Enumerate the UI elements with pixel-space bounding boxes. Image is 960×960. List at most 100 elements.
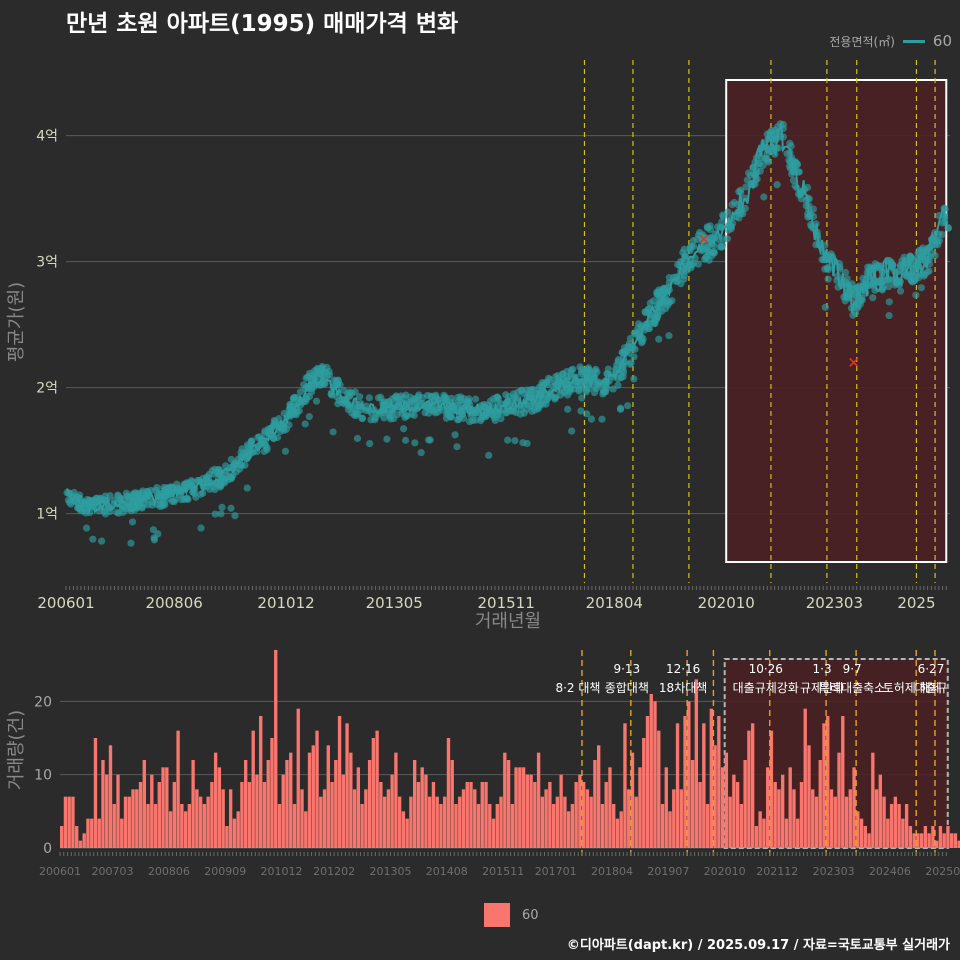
volume-bar: [735, 782, 740, 848]
volume-bar: [672, 789, 676, 848]
price-point: [773, 181, 781, 189]
price-point: [446, 412, 455, 421]
volume-x-tick-label: 202406: [869, 865, 911, 878]
price-point: [383, 435, 391, 443]
volume-bar: [450, 760, 454, 848]
price-point: [598, 415, 606, 423]
price-point: [236, 461, 244, 469]
price-point: [703, 223, 711, 231]
price-point: [680, 245, 688, 253]
volume-x-tick-label: 200909: [204, 865, 246, 878]
price-point: [686, 244, 694, 253]
volume-bar: [788, 767, 792, 848]
price-point: [206, 485, 214, 493]
volume-bar: [833, 796, 837, 848]
price-point: [885, 282, 893, 291]
volume-bar: [627, 789, 631, 848]
volume-x-tick-label: 201305: [369, 865, 411, 878]
price-point: [864, 263, 872, 271]
volume-x-tick-label: 201804: [591, 865, 633, 878]
volume-bar: [559, 774, 563, 848]
volume-bar: [942, 833, 946, 848]
policy-date-label: 10·26: [749, 662, 783, 676]
volume-bar: [747, 730, 751, 848]
price-point: [351, 388, 359, 396]
legend-bar-swatch: [484, 903, 510, 927]
price-point: [885, 298, 893, 306]
volume-x-tick-label: 201907: [647, 865, 689, 878]
volume-bar: [619, 811, 623, 848]
volume-bar: [570, 804, 575, 848]
price-point: [546, 375, 554, 384]
price-point: [821, 303, 829, 311]
price-point: [585, 384, 594, 393]
x-tick-label: 201511: [478, 594, 535, 612]
legend-line-swatch: [902, 39, 925, 43]
volume-bar: [270, 738, 274, 848]
volume-bar: [127, 796, 131, 848]
volume-bar: [518, 767, 522, 848]
price-point: [243, 484, 251, 492]
price-point: [530, 400, 539, 408]
price-point: [89, 535, 97, 543]
legend-top: 전용면적(㎡) 60: [829, 32, 952, 50]
price-point: [440, 391, 448, 399]
price-point: [655, 335, 663, 343]
volume-bar: [240, 782, 244, 848]
volume-bar: [777, 789, 781, 848]
volume-bar: [796, 818, 800, 848]
policy-name-label: 종합대책: [605, 680, 649, 695]
price-point: [665, 273, 673, 282]
volume-bar: [274, 650, 278, 848]
volume-bar: [180, 804, 184, 848]
volume-bar: [300, 789, 304, 848]
volume-bar: [904, 804, 909, 848]
volume-bar: [138, 782, 143, 848]
volume-bar: [405, 818, 409, 848]
volume-bar: [829, 789, 834, 848]
price-point: [465, 395, 473, 403]
volume-bar: [698, 782, 702, 848]
price-point: [767, 127, 776, 135]
volume-x-tick-label: 202112: [756, 865, 798, 878]
volume-bar: [604, 782, 608, 848]
price-point: [356, 393, 364, 401]
price-point: [227, 455, 235, 464]
price-point: [263, 444, 271, 452]
price-point: [410, 411, 418, 420]
volume-bar: [412, 760, 417, 848]
price-point: [917, 284, 925, 292]
volume-bar: [874, 789, 879, 848]
price-point: [190, 489, 199, 498]
volume-bar: [60, 826, 64, 848]
price-point: [393, 411, 401, 419]
volume-bar: [675, 723, 680, 848]
price-point: [681, 252, 689, 261]
volume-bar: [221, 789, 225, 848]
price-point: [624, 402, 632, 410]
volume-bar: [228, 789, 233, 848]
legend-label: 60: [932, 32, 952, 50]
price-point: [718, 218, 726, 226]
price-point: [334, 376, 342, 384]
volume-bar: [566, 811, 571, 848]
price-point: [218, 503, 226, 511]
price-point: [599, 390, 607, 398]
policy-name-label: 8·2 대책: [555, 680, 600, 695]
volume-bar: [859, 818, 864, 848]
volume-bar: [311, 745, 315, 848]
price-point: [665, 332, 673, 340]
volume-bar: [781, 774, 785, 848]
price-point: [385, 409, 394, 418]
volume-x-tick-label: 201012: [261, 865, 303, 878]
volume-bar: [946, 826, 950, 848]
price-point: [238, 445, 246, 453]
x-axis-title: 거래년월: [475, 611, 541, 632]
volume-bar: [461, 789, 466, 848]
price-point: [646, 299, 654, 307]
price-point: [824, 275, 832, 283]
price-point: [301, 420, 309, 428]
volume-bar: [544, 789, 548, 848]
price-point: [358, 414, 367, 422]
price-point: [530, 406, 539, 414]
